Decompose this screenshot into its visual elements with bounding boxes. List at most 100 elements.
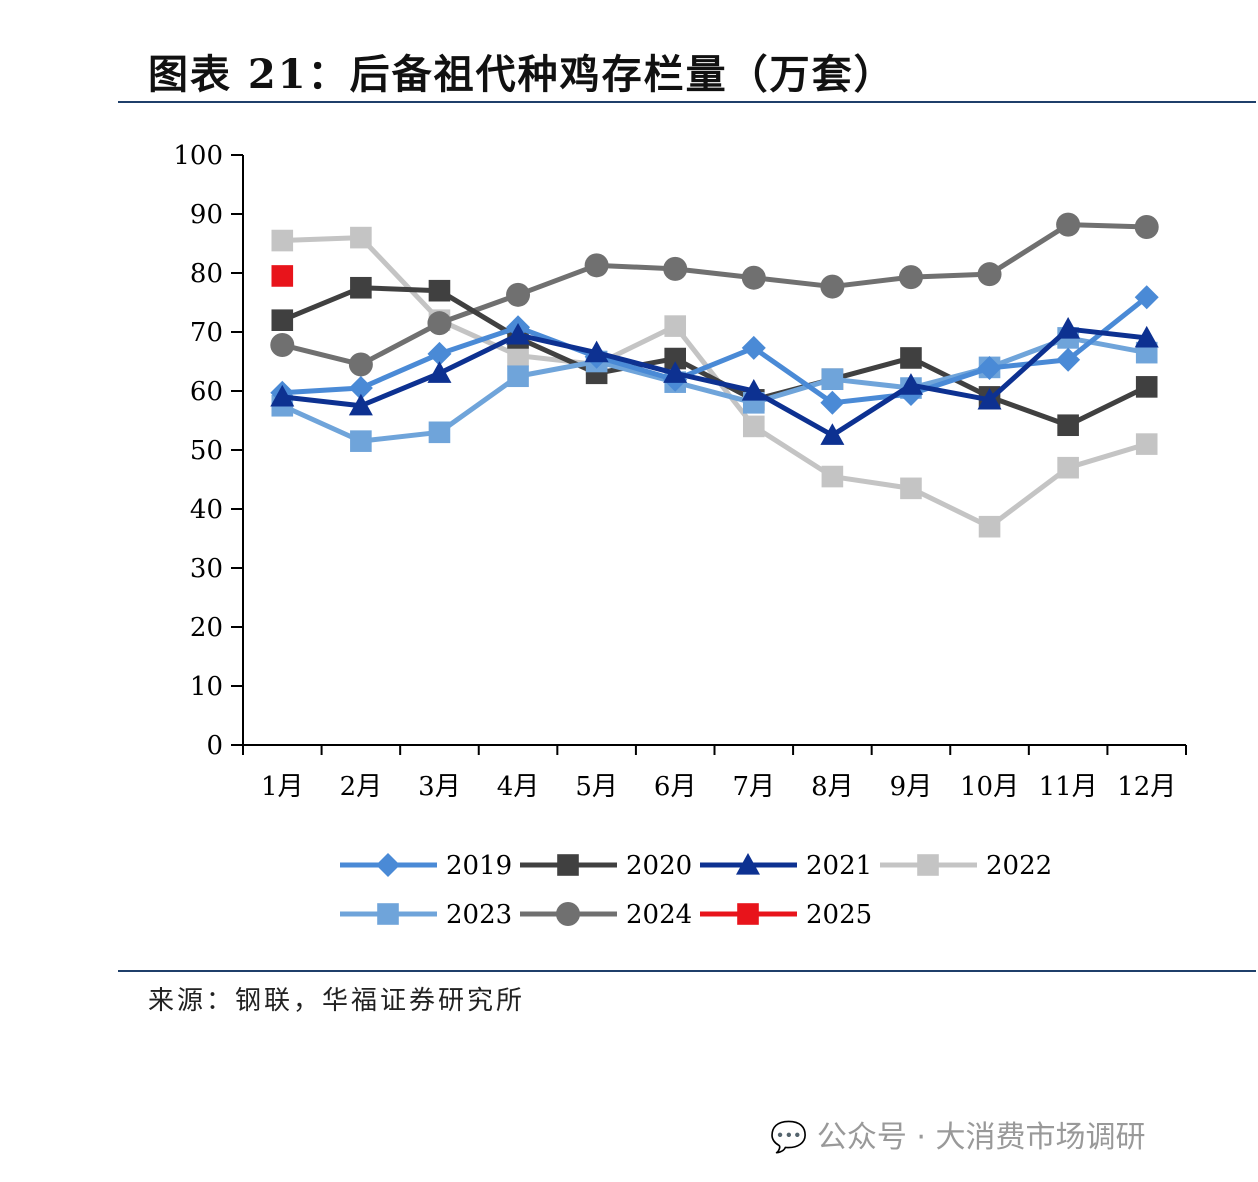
data-point-2020	[1135, 376, 1158, 398]
data-point-2024	[506, 282, 531, 307]
data-point-2022	[900, 477, 922, 500]
x-tick-label: 11月	[1039, 772, 1098, 802]
y-tick-label: 60	[190, 377, 223, 407]
legend-label: 2022	[986, 851, 1052, 881]
wechat-icon: 💬	[770, 1120, 817, 1155]
legend-label: 2021	[806, 851, 872, 881]
data-point-2024	[427, 311, 452, 336]
data-point-2019	[427, 341, 452, 366]
data-point-2022	[978, 515, 1001, 538]
series-line-2023	[281, 335, 1148, 444]
data-point-2022	[350, 226, 372, 249]
legend-label: 2025	[806, 900, 872, 930]
data-point-2024	[898, 265, 923, 290]
data-point-2022	[821, 465, 844, 488]
source-divider	[118, 970, 1256, 972]
data-point-2019	[977, 355, 1002, 380]
legend-marker-2025	[737, 903, 759, 925]
data-point-2021	[820, 423, 845, 445]
x-tick-label: 7月	[733, 772, 776, 802]
series-line-2021	[282, 326, 1147, 438]
legend-label: 2020	[626, 851, 692, 881]
data-point-2021	[584, 340, 609, 363]
source-note: 来源：钢联，华福证券研究所	[148, 986, 526, 1016]
y-tick-label: 90	[190, 200, 223, 230]
y-tick-label: 30	[190, 554, 223, 584]
chart-title: 图表 21：后备祖代种鸡存栏量（万套）	[148, 51, 896, 98]
legend-marker-2019	[376, 853, 400, 877]
x-tick-label: 6月	[654, 772, 697, 802]
data-point-2022	[507, 344, 529, 367]
data-point-2020	[900, 347, 922, 369]
data-point-2024	[1056, 212, 1081, 237]
x-tick-label: 9月	[890, 772, 933, 802]
legend-marker-2022	[917, 854, 939, 876]
data-point-2022	[271, 229, 294, 252]
data-point-2019	[820, 390, 845, 415]
data-point-2020	[664, 347, 687, 370]
y-tick-label: 50	[190, 436, 223, 466]
data-point-2022	[742, 415, 765, 438]
data-point-2019	[1134, 285, 1159, 310]
title-divider	[118, 101, 1256, 103]
legend-marker-2020	[557, 854, 579, 876]
data-point-2024	[348, 352, 373, 377]
data-point-2021	[741, 379, 766, 401]
legend-marker-2021	[736, 853, 760, 875]
data-point-2021	[663, 361, 688, 383]
data-point-2024	[1134, 214, 1159, 239]
data-point-2021	[506, 322, 531, 345]
data-point-2023	[821, 368, 844, 390]
data-point-2020	[271, 309, 294, 331]
y-tick-label: 70	[190, 318, 223, 348]
data-point-2021	[427, 361, 452, 383]
x-tick-label: 5月	[575, 772, 618, 802]
series-line-2019	[282, 295, 1149, 406]
data-point-2023	[428, 421, 451, 444]
x-tick-label: 1月	[261, 772, 304, 802]
data-point-2019	[348, 376, 373, 401]
y-tick-label: 80	[190, 259, 223, 289]
watermark-text: 公众号 · 大消费市场调研	[816, 1120, 1146, 1155]
data-point-2021	[898, 373, 923, 395]
data-point-2025	[271, 265, 294, 287]
x-tick-label: 8月	[811, 772, 854, 802]
legend-label: 2024	[626, 900, 692, 930]
legend-marker-2023	[377, 903, 399, 925]
data-point-2021	[270, 384, 295, 407]
data-point-2024	[741, 265, 766, 290]
series-line-2024	[281, 222, 1147, 367]
series-line-2020	[281, 285, 1148, 428]
data-point-2020	[1057, 414, 1079, 437]
legend-label: 2019	[446, 851, 512, 881]
data-point-2023	[350, 430, 372, 452]
data-point-2022	[1057, 456, 1079, 479]
data-point-2019	[741, 335, 766, 360]
data-point-2022	[664, 315, 687, 337]
data-point-2021	[977, 387, 1002, 410]
watermark: 💬 公众号 · 大消费市场调研	[770, 1112, 1146, 1156]
y-tick-label: 20	[190, 613, 223, 643]
data-point-2023	[507, 365, 529, 388]
data-point-2024	[820, 274, 845, 299]
data-point-2022	[1135, 433, 1158, 455]
data-point-2024	[977, 262, 1002, 287]
y-tick-label: 0	[206, 731, 223, 761]
series-line-2022	[282, 235, 1148, 530]
y-tick-label: 10	[190, 672, 223, 702]
y-tick-label: 100	[173, 141, 223, 171]
data-point-2020	[428, 279, 451, 302]
data-point-2020	[350, 276, 372, 299]
data-point-2021	[1134, 325, 1159, 348]
x-tick-label: 2月	[340, 772, 383, 802]
data-point-2024	[270, 332, 295, 357]
data-point-2019	[1056, 347, 1081, 372]
x-tick-label: 10月	[960, 772, 1019, 802]
data-point-2024	[584, 253, 609, 278]
data-point-2024	[663, 256, 688, 281]
x-tick-label: 3月	[418, 772, 461, 802]
legend-marker-2024	[556, 902, 580, 926]
data-point-2021	[348, 393, 373, 416]
data-point-2021	[1056, 317, 1081, 339]
